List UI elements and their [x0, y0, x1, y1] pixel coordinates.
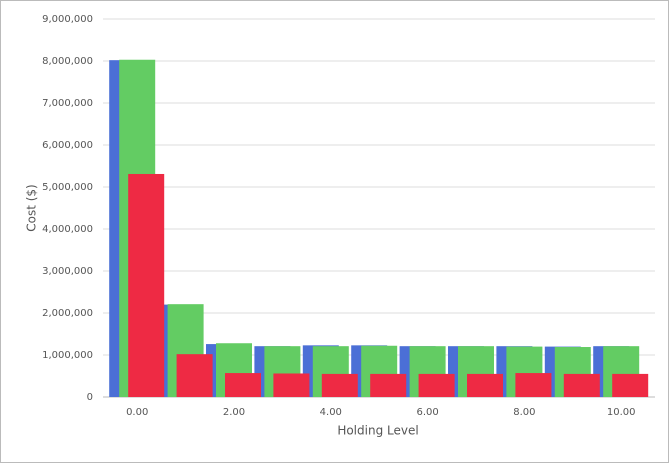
bar — [176, 354, 213, 397]
bar — [321, 373, 358, 397]
bar — [225, 373, 261, 397]
bar — [563, 373, 600, 397]
y-tick-label: 2,000,000 — [42, 308, 93, 319]
bar — [370, 373, 407, 397]
x-tick-label: 0.00 — [126, 407, 148, 418]
bar — [467, 373, 503, 397]
y-tick-label: 1,000,000 — [42, 350, 93, 361]
x-tick-label: 6.00 — [416, 407, 438, 418]
x-tick-label: 4.00 — [320, 407, 342, 418]
y-axis-title: Cost ($) — [25, 184, 39, 232]
bar — [515, 373, 552, 397]
y-tick-label: 0 — [87, 392, 93, 403]
bar — [418, 373, 455, 397]
x-tick-label: 8.00 — [513, 407, 535, 418]
y-tick-label: 6,000,000 — [42, 140, 93, 151]
bar — [128, 173, 165, 397]
bar — [612, 373, 649, 397]
x-axis-title: Holding Level — [337, 424, 418, 438]
y-tick-label: 8,000,000 — [42, 56, 93, 67]
x-tick-label: 10.00 — [607, 407, 636, 418]
bar — [273, 373, 310, 397]
x-tick-label: 2.00 — [223, 407, 245, 418]
y-tick-label: 3,000,000 — [42, 266, 93, 277]
y-tick-label: 7,000,000 — [42, 98, 93, 109]
y-tick-label: 9,000,000 — [42, 14, 93, 25]
y-tick-label: 4,000,000 — [42, 224, 93, 235]
y-tick-label: 5,000,000 — [42, 182, 93, 193]
